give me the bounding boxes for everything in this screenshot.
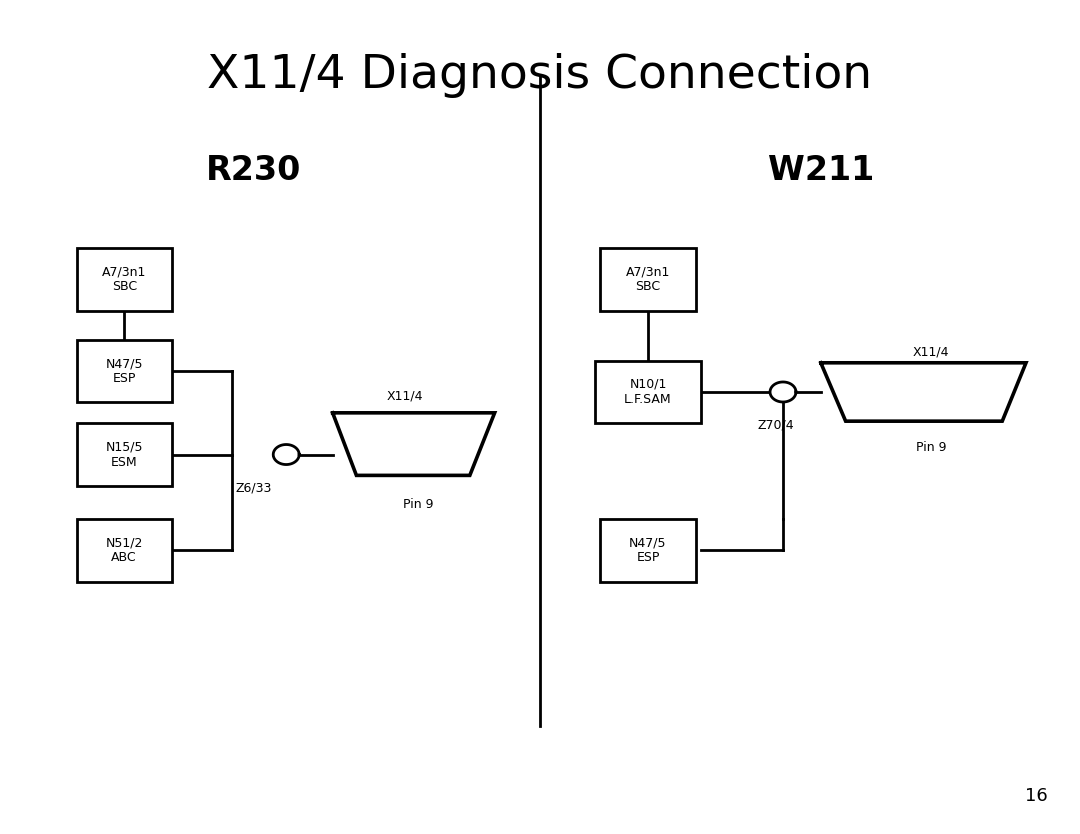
Text: X11/4: X11/4	[387, 389, 423, 403]
Text: 16: 16	[1025, 786, 1048, 805]
Text: X11/4: X11/4	[913, 345, 949, 359]
Bar	[600, 519, 696, 582]
Text: A7/3n1
SBC: A7/3n1 SBC	[625, 265, 671, 294]
Text: R230: R230	[206, 154, 301, 188]
Text: N15/5
ESM: N15/5 ESM	[106, 440, 143, 469]
Bar	[600, 249, 696, 311]
Text: A7/3n1
SBC: A7/3n1 SBC	[102, 265, 147, 294]
Text: W211: W211	[768, 154, 874, 188]
Bar	[77, 423, 172, 485]
Text: N47/5
ESP: N47/5 ESP	[630, 536, 666, 565]
Text: N47/5
ESP: N47/5 ESP	[106, 357, 143, 385]
Text: X11/4 Diagnosis Connection: X11/4 Diagnosis Connection	[207, 53, 873, 98]
Polygon shape	[770, 382, 796, 402]
Bar	[77, 249, 172, 311]
Text: Pin 9: Pin 9	[916, 441, 946, 455]
Text: N10/1
L.F.SAM: N10/1 L.F.SAM	[624, 378, 672, 406]
Polygon shape	[273, 445, 299, 465]
Text: Z70/4: Z70/4	[757, 419, 794, 432]
Bar	[77, 340, 172, 402]
Bar	[77, 519, 172, 582]
Text: Z6/33: Z6/33	[235, 481, 272, 495]
Text: N51/2
ABC: N51/2 ABC	[106, 536, 143, 565]
Text: Pin 9: Pin 9	[403, 498, 433, 511]
Bar	[595, 360, 701, 423]
